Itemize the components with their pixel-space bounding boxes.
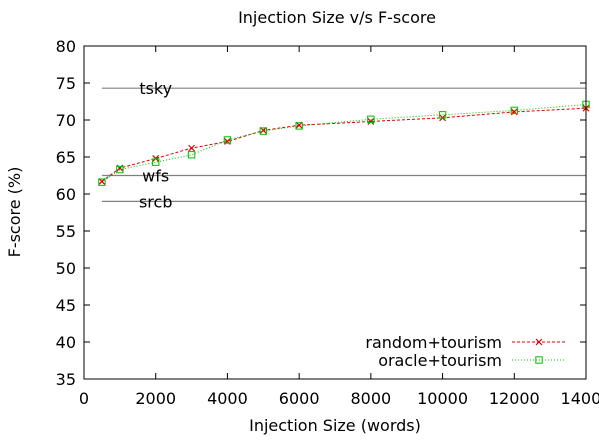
y-tick-label: 35 [56, 370, 76, 389]
y-tick-label: 60 [56, 185, 76, 204]
legend-marker-oracle+tourism [535, 356, 543, 364]
data-point-oracle+tourism [116, 165, 124, 174]
x-tick-label: 0 [79, 389, 89, 408]
x-tick-label: 6000 [279, 389, 320, 408]
x-tick-label: 2000 [135, 389, 176, 408]
x-tick-label: 8000 [350, 389, 391, 408]
reference-lines: tsky wfs srcb [101, 79, 586, 211]
x-axis-label: Injection Size (words) [249, 416, 421, 435]
series-line-oracle+tourism [101, 104, 587, 183]
data-point-oracle+tourism [98, 178, 106, 186]
data-point-oracle+tourism [438, 111, 447, 119]
x-tick-label: 10000 [417, 389, 468, 408]
legend-marker-random+tourism [535, 338, 543, 346]
y-axis-label: F-score (%) [5, 167, 24, 258]
y-tick-label: 70 [56, 111, 76, 130]
y-tick-label: 40 [56, 333, 76, 352]
legend-marker-random+tourism-stroke-b [535, 338, 543, 346]
chart-title: Injection Size v/s F-score [238, 8, 436, 27]
data-point-oracle+tourism [259, 127, 267, 135]
y-tick-label: 55 [56, 222, 76, 241]
reference-line-label-tsky: tsky [139, 79, 172, 98]
y-tick-label: 50 [56, 259, 76, 278]
legend-label-oracle+tourism: oracle+tourism [378, 351, 502, 370]
series-line-random+tourism [101, 107, 587, 182]
x-tick-label: 4000 [207, 389, 248, 408]
plot-frame [83, 45, 587, 380]
data-point-oracle+tourism [367, 115, 375, 123]
y-tick-label: 65 [56, 148, 76, 167]
x-tick-label: 14000 [561, 389, 599, 408]
data-point-oracle+tourism [152, 158, 160, 166]
reference-line-label-srcb: srcb [139, 192, 173, 211]
data-point-random+tourism [188, 144, 195, 152]
data-point-oracle+tourism [295, 122, 303, 130]
reference-line-label-wfs: wfs [142, 167, 169, 186]
legend-label-random+tourism: random+tourism [365, 333, 502, 352]
data-point-oracle+tourism [223, 136, 232, 144]
axis-tick-labels: 35 40 45 50 55 60 65 70 75 80 0 2000 4000 6000 8000 100… [56, 37, 599, 408]
y-tick-label: 45 [56, 296, 76, 315]
y-tick-label: 80 [56, 37, 76, 56]
series-markers [98, 100, 590, 186]
data-point-oracle+tourism [510, 106, 518, 115]
data-point-random+tourism-stroke-b [367, 118, 375, 125]
data-point-random+tourism-stroke-b [188, 144, 195, 152]
x-tick-label: 12000 [489, 389, 540, 408]
series-lines [101, 104, 587, 183]
y-tick-label: 75 [56, 74, 76, 93]
data-point-random+tourism [367, 118, 375, 125]
data-point-oracle+tourism [187, 151, 196, 159]
